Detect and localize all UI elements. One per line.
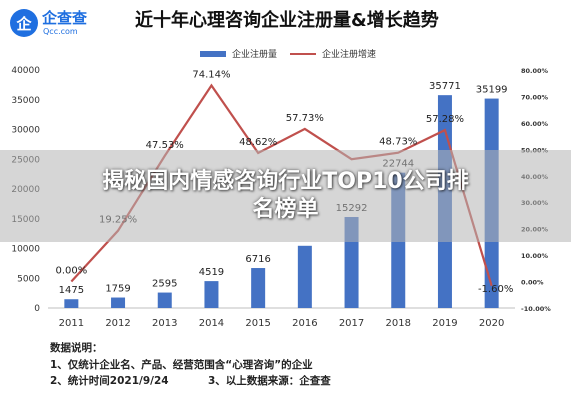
y-left-tick-label: 30000	[11, 126, 40, 136]
x-tick-label: 2012	[105, 318, 130, 329]
y-right-tick-label: -10.00%	[521, 305, 551, 313]
y-left-tick-label: 35000	[11, 96, 40, 106]
notes-heading: 数据说明：	[50, 342, 103, 354]
banner-overlay	[0, 150, 571, 242]
notes-line2b: 3、以上数据来源：企查查	[208, 375, 331, 387]
x-tick-label: 2014	[199, 318, 224, 329]
logo-mark-icon: 企	[10, 9, 38, 37]
notes-line2a: 2、统计时间2021/9/24	[50, 375, 169, 387]
bar-value-label: 1759	[105, 284, 130, 295]
y-right-tick-label: 10.00%	[521, 252, 549, 260]
y-right-tick-label: 70.00%	[521, 93, 549, 101]
x-tick-label: 2017	[339, 318, 364, 329]
legend-item-bar: 企业注册量	[200, 47, 277, 60]
x-tick-label: 2018	[386, 318, 411, 329]
legend-bar-label: 企业注册量	[232, 50, 278, 60]
y-right-tick-label: 80.00%	[521, 67, 549, 75]
qcc-logo: 企 企查查 Qcc.com	[10, 7, 110, 43]
y-left-tick-label: 10000	[11, 245, 40, 255]
y-left-tick-label: 40000	[11, 66, 40, 76]
banner-title-line2: 名榜单	[252, 197, 319, 222]
bar-value-label: 1475	[59, 285, 84, 296]
bar	[204, 281, 219, 308]
y-right-tick-label: 60.00%	[521, 120, 549, 128]
x-tick-label: 2011	[59, 318, 84, 329]
bar-value-label: 6716	[245, 254, 270, 265]
logo-name: 企查查	[42, 9, 88, 27]
line-value-label: 0.00%	[55, 266, 87, 277]
line-value-label: 48.62%	[239, 137, 277, 148]
line-value-label: 74.14%	[192, 69, 230, 80]
x-tick-label: 2013	[152, 318, 177, 329]
logo-url: Qcc.com	[43, 27, 78, 36]
line-value-label: 47.53%	[146, 140, 184, 151]
legend-bar-swatch	[200, 50, 226, 57]
line-value-label: 57.28%	[426, 114, 464, 125]
line-value-label: 48.73%	[379, 137, 417, 148]
bar-value-label: 35771	[429, 81, 461, 92]
y-left-tick-label: 0	[34, 304, 40, 314]
bar-value-label: 35199	[476, 85, 508, 96]
bar	[251, 268, 266, 308]
x-tick-label: 2015	[245, 318, 270, 329]
x-tick-label: 2020	[479, 318, 504, 329]
banner-title-line1: 揭秘国内情感咨询行业TOP10公司排	[102, 169, 469, 194]
banner-title: 揭秘国内情感咨询行业TOP10公司排 名榜单	[0, 168, 571, 224]
legend-line-swatch	[290, 52, 316, 55]
bar	[111, 297, 126, 308]
legend-line-label: 企业注册增速	[322, 50, 377, 60]
bar-value-label: 4519	[199, 267, 224, 278]
x-tick-label: 2019	[432, 318, 457, 329]
y-left-tick-label: 5000	[17, 274, 40, 284]
notes-line1: 1、仅统计企业名、产品、经营范围含“心理咨询”的企业	[50, 359, 313, 371]
bar	[157, 292, 172, 308]
bar	[64, 299, 79, 308]
x-tick-label: 2016	[292, 318, 317, 329]
y-right-tick-label: 0.00%	[521, 279, 544, 287]
line-value-label: -1.60%	[478, 284, 513, 295]
line-value-label: 57.73%	[286, 113, 324, 124]
legend-item-line: 企业注册增速	[290, 47, 376, 60]
bar	[297, 245, 312, 308]
chart-title: 近十年心理咨询企业注册量&增长趋势	[135, 10, 439, 31]
bar-value-label: 2595	[152, 279, 177, 290]
